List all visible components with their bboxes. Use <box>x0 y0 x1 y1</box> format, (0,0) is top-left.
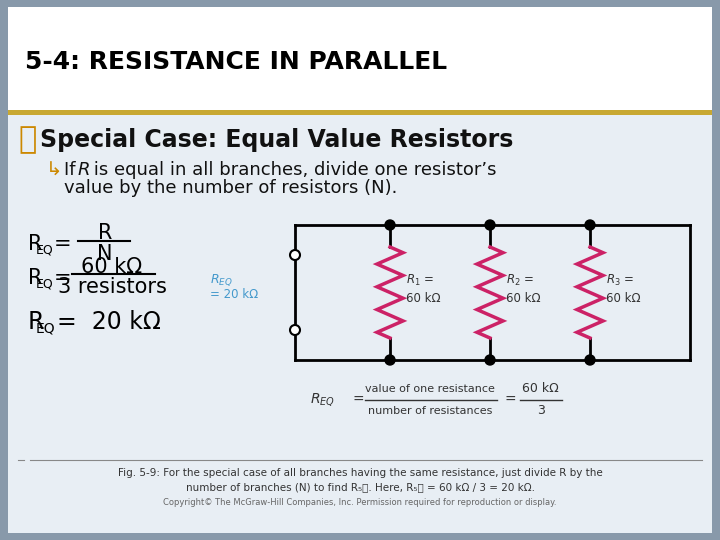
Text: value by the number of resistors (N).: value by the number of resistors (N). <box>64 179 397 197</box>
Text: $R_{EQ}$: $R_{EQ}$ <box>210 272 233 288</box>
Text: is equal in all branches, divide one resistor’s: is equal in all branches, divide one res… <box>88 161 497 179</box>
Text: R: R <box>28 268 42 288</box>
Text: =  20 kΩ: = 20 kΩ <box>57 310 161 334</box>
Text: 5-4: RESISTANCE IN PARALLEL: 5-4: RESISTANCE IN PARALLEL <box>25 50 447 74</box>
Bar <box>0 0 720 7</box>
Text: = 20 kΩ: = 20 kΩ <box>210 288 258 301</box>
Circle shape <box>385 220 395 230</box>
Text: number of resistances: number of resistances <box>368 406 492 416</box>
Text: =: = <box>505 393 517 407</box>
Text: 60 kΩ: 60 kΩ <box>506 292 541 305</box>
Text: value of one resistance: value of one resistance <box>365 384 495 394</box>
Circle shape <box>585 355 595 365</box>
Text: number of branches (N) to find R₅ᴤ. Here, R₅ᴤ = 60 kΩ / 3 = 20 kΩ.: number of branches (N) to find R₅ᴤ. Here… <box>186 482 534 492</box>
Text: $R_2$ =: $R_2$ = <box>506 273 534 288</box>
Circle shape <box>385 355 395 365</box>
Text: Special Case: Equal Value Resistors: Special Case: Equal Value Resistors <box>40 128 513 152</box>
Text: 60 kΩ: 60 kΩ <box>406 292 441 305</box>
Circle shape <box>290 250 300 260</box>
Text: ⎀: ⎀ <box>18 125 36 154</box>
Circle shape <box>585 220 595 230</box>
Circle shape <box>485 355 495 365</box>
Text: R: R <box>78 161 91 179</box>
Text: $R_3$ =: $R_3$ = <box>606 273 634 288</box>
Text: EQ: EQ <box>36 278 54 291</box>
Bar <box>8 7 712 110</box>
Text: =: = <box>352 393 364 407</box>
Text: 3: 3 <box>537 404 545 417</box>
Bar <box>712 0 720 540</box>
Text: 60 kΩ: 60 kΩ <box>81 257 143 277</box>
Text: =: = <box>54 234 71 254</box>
Text: R: R <box>28 234 42 254</box>
Text: 60 kΩ: 60 kΩ <box>606 292 641 305</box>
Text: =: = <box>54 268 71 288</box>
Text: $R_{EQ}$: $R_{EQ}$ <box>310 392 335 408</box>
Text: Copyright© The McGraw-Hill Companies, Inc. Permission required for reproduction : Copyright© The McGraw-Hill Companies, In… <box>163 498 557 507</box>
Text: N: N <box>97 244 113 264</box>
Text: ↳: ↳ <box>46 160 63 179</box>
Text: Fig. 5-9: For the special case of all branches having the same resistance, just : Fig. 5-9: For the special case of all br… <box>117 468 603 478</box>
Bar <box>8 115 712 533</box>
Text: 3 resistors: 3 resistors <box>58 277 166 297</box>
Text: $R_1$ =: $R_1$ = <box>406 273 434 288</box>
Text: If: If <box>64 161 81 179</box>
Bar <box>0 533 720 540</box>
Circle shape <box>290 325 300 335</box>
Bar <box>0 0 8 540</box>
Text: R: R <box>28 310 45 334</box>
Text: R: R <box>98 223 112 243</box>
Circle shape <box>485 220 495 230</box>
Text: EQ: EQ <box>36 321 55 335</box>
Text: 60 kΩ: 60 kΩ <box>521 382 559 395</box>
Bar <box>8 110 712 115</box>
Text: EQ: EQ <box>36 244 54 256</box>
